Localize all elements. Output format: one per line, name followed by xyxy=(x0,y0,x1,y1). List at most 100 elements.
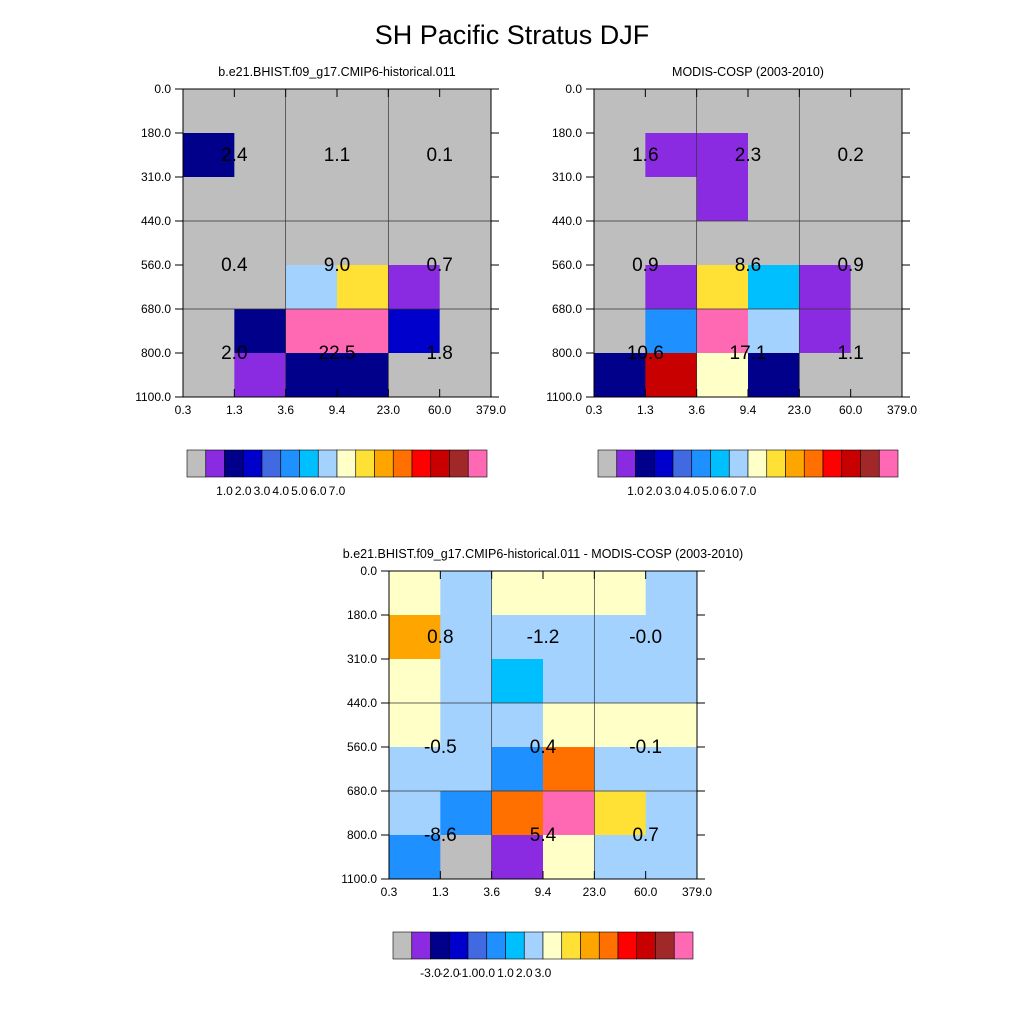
heatmap-cell xyxy=(748,221,800,266)
value-label: -1.2 xyxy=(527,627,560,648)
y-tick-label: 310.0 xyxy=(552,170,582,184)
heatmap-cell xyxy=(183,353,235,398)
colorbar-swatch xyxy=(636,931,656,960)
value-label: 1.1 xyxy=(837,343,863,364)
colorbar-swatch xyxy=(580,931,600,960)
colorbar-swatch xyxy=(617,931,638,960)
colorbar-swatch xyxy=(486,931,506,960)
heatmap-cell xyxy=(439,353,492,398)
heatmap-cell xyxy=(389,703,441,748)
colorbar-label: 2.0 xyxy=(516,966,533,980)
heatmap-cell xyxy=(389,615,441,660)
x-tick-label: 23.0 xyxy=(788,403,812,417)
heatmap-cell xyxy=(234,177,287,222)
heatmap-cell xyxy=(337,221,389,266)
value-label: 1.8 xyxy=(426,343,452,364)
colorbar-swatch xyxy=(655,931,675,960)
heatmap-cell xyxy=(799,265,852,310)
y-tick-label: 560.0 xyxy=(552,258,582,272)
value-label: -0.5 xyxy=(424,737,457,758)
colorbar-swatch xyxy=(430,931,450,960)
colorbar-swatch xyxy=(355,449,375,478)
heatmap-cell xyxy=(285,89,338,134)
heatmap-cell xyxy=(594,659,647,704)
heatmap-cell xyxy=(543,703,595,748)
colorbar-label: 6.0 xyxy=(310,484,327,498)
colorbar-swatch xyxy=(317,449,338,478)
heatmap-cell xyxy=(645,309,698,354)
value-label: -0.1 xyxy=(629,737,662,758)
colorbar-swatch xyxy=(505,931,525,960)
y-tick-label: 1100.0 xyxy=(546,390,582,404)
heatmap-cell xyxy=(850,89,903,134)
value-label: 2.3 xyxy=(735,145,761,166)
y-tick-label: 0.0 xyxy=(565,82,582,96)
x-tick-label: 0.3 xyxy=(381,885,398,899)
heatmap-cell xyxy=(388,309,441,354)
x-tick-label: 379.0 xyxy=(887,403,917,417)
colorbar-swatch xyxy=(186,449,207,478)
heatmap-cell xyxy=(439,221,492,266)
heatmap-cell xyxy=(183,221,235,266)
heatmap-cell xyxy=(389,571,441,616)
value-label: 0.4 xyxy=(530,737,557,758)
y-tick-label: 800.0 xyxy=(552,346,582,360)
colorbar-swatch xyxy=(841,449,861,478)
x-tick-label: 3.6 xyxy=(483,885,500,899)
heatmap-cell xyxy=(850,133,903,178)
heatmap-cell xyxy=(594,835,647,880)
heatmap-cell xyxy=(748,353,800,398)
heatmap-cell xyxy=(440,571,493,616)
heatmap-cell xyxy=(234,265,287,310)
colorbar-swatch xyxy=(822,449,843,478)
heatmap-cell xyxy=(439,309,492,354)
value-label: 0.7 xyxy=(632,825,658,846)
x-tick-label: 3.6 xyxy=(277,403,294,417)
heatmap-cell xyxy=(850,309,903,354)
colorbar-swatch xyxy=(860,449,880,478)
colorbar-swatch xyxy=(336,449,357,478)
colorbar-swatch xyxy=(449,449,469,478)
colorbar-label: -3.0 xyxy=(420,966,441,980)
heatmap-cell xyxy=(234,309,287,354)
colorbar-label: -1.0 xyxy=(458,966,479,980)
heatmap-cell xyxy=(748,177,800,222)
colorbar-swatch xyxy=(374,449,394,478)
colorbar-label: 7.0 xyxy=(329,484,346,498)
heatmap-cell xyxy=(696,177,749,222)
value-label: 5.4 xyxy=(530,825,557,846)
value-label: -0.0 xyxy=(629,627,662,648)
heatmap-cell xyxy=(594,89,646,134)
heatmap-cell xyxy=(594,133,646,178)
value-label: 0.7 xyxy=(426,255,452,276)
colorbar-swatch xyxy=(411,449,432,478)
colorbar-swatch xyxy=(205,449,225,478)
heatmap-cell xyxy=(234,133,287,178)
y-tick-label: 800.0 xyxy=(347,828,377,842)
colorbar-swatch xyxy=(710,449,730,478)
heatmap-cell xyxy=(491,791,544,836)
heatmap-cell xyxy=(696,221,749,266)
heatmap-cell xyxy=(183,265,235,310)
heatmap-cell xyxy=(389,659,441,704)
heatmap-cell xyxy=(234,353,287,398)
colorbar-swatch xyxy=(785,449,805,478)
colorbar-swatch xyxy=(392,449,413,478)
x-tick-label: 23.0 xyxy=(377,403,401,417)
value-label: 0.8 xyxy=(427,627,453,648)
value-label: 9.0 xyxy=(324,255,350,276)
heatmap-cell xyxy=(748,89,800,134)
heatmap-cell xyxy=(850,265,903,310)
colorbar-swatch xyxy=(448,931,469,960)
heatmap-cell xyxy=(183,309,235,354)
heatmap-cell xyxy=(234,89,287,134)
x-tick-label: 1.3 xyxy=(637,403,654,417)
colorbar-swatch xyxy=(635,449,655,478)
y-tick-label: 310.0 xyxy=(141,170,171,184)
colorbar-swatch xyxy=(597,449,618,478)
heatmap-cell xyxy=(645,133,698,178)
heatmap-cell xyxy=(440,703,493,748)
x-tick-label: 60.0 xyxy=(634,885,658,899)
heatmap-cell xyxy=(799,221,852,266)
y-tick-label: 680.0 xyxy=(347,784,377,798)
